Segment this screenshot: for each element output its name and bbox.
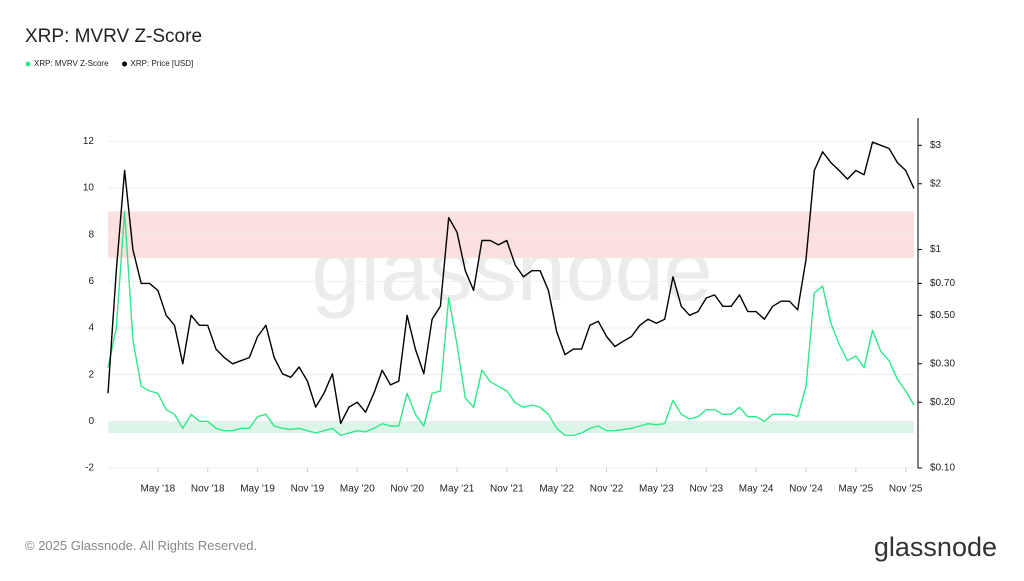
y2-tick-label: $2 [930,178,942,189]
y-tick-label: 4 [88,323,94,334]
y-tick-label: 10 [83,183,95,194]
chart-title: XRP: MVRV Z-Score [25,26,202,47]
legend-marker [122,61,128,67]
series-line [107,141,915,425]
legend-label: XRP: MVRV Z-Score [34,59,109,68]
y-tick-label: 6 [88,276,94,287]
y2-tick-label: $0.10 [930,463,955,474]
y-tick-label: 2 [88,369,94,380]
legend-marker [25,61,31,67]
x-tick-label: Nov '22 [590,484,624,495]
x-tick-label: May '20 [340,484,375,495]
x-tick-label: May '21 [440,484,475,495]
y2-tick-label: $0.70 [930,278,955,289]
y-tick-label: 12 [83,136,95,147]
x-tick-label: May '18 [141,484,176,495]
legend-label: XRP: Price [USD] [131,59,194,68]
series-line [107,210,915,436]
x-tick-label: May '25 [838,484,873,495]
threshold-band [108,421,914,433]
x-tick-label: Nov '24 [789,484,823,495]
x-tick-label: Nov '20 [390,484,424,495]
y2-tick-label: $0.50 [930,310,955,321]
y2-tick-label: $0.20 [930,397,955,408]
x-tick-label: Nov '19 [291,484,325,495]
x-tick-label: May '23 [639,484,674,495]
x-tick-label: Nov '18 [191,484,225,495]
y2-tick-label: $3 [930,140,942,151]
y2-tick-label: $0.30 [930,358,955,369]
y-tick-label: 8 [88,229,94,240]
x-tick-label: Nov '21 [490,484,524,495]
y2-tick-label: $1 [930,244,942,255]
y-tick-label: 0 [88,416,94,427]
x-tick-label: May '24 [739,484,774,495]
x-tick-label: May '22 [539,484,574,495]
logo: glassnode [874,532,997,562]
x-tick-label: Nov '25 [889,484,923,495]
copyright: © 2025 Glassnode. All Rights Reserved. [25,538,257,553]
x-tick-label: Nov '23 [689,484,723,495]
y-tick-label: -2 [85,463,94,474]
x-tick-label: May '19 [240,484,275,495]
